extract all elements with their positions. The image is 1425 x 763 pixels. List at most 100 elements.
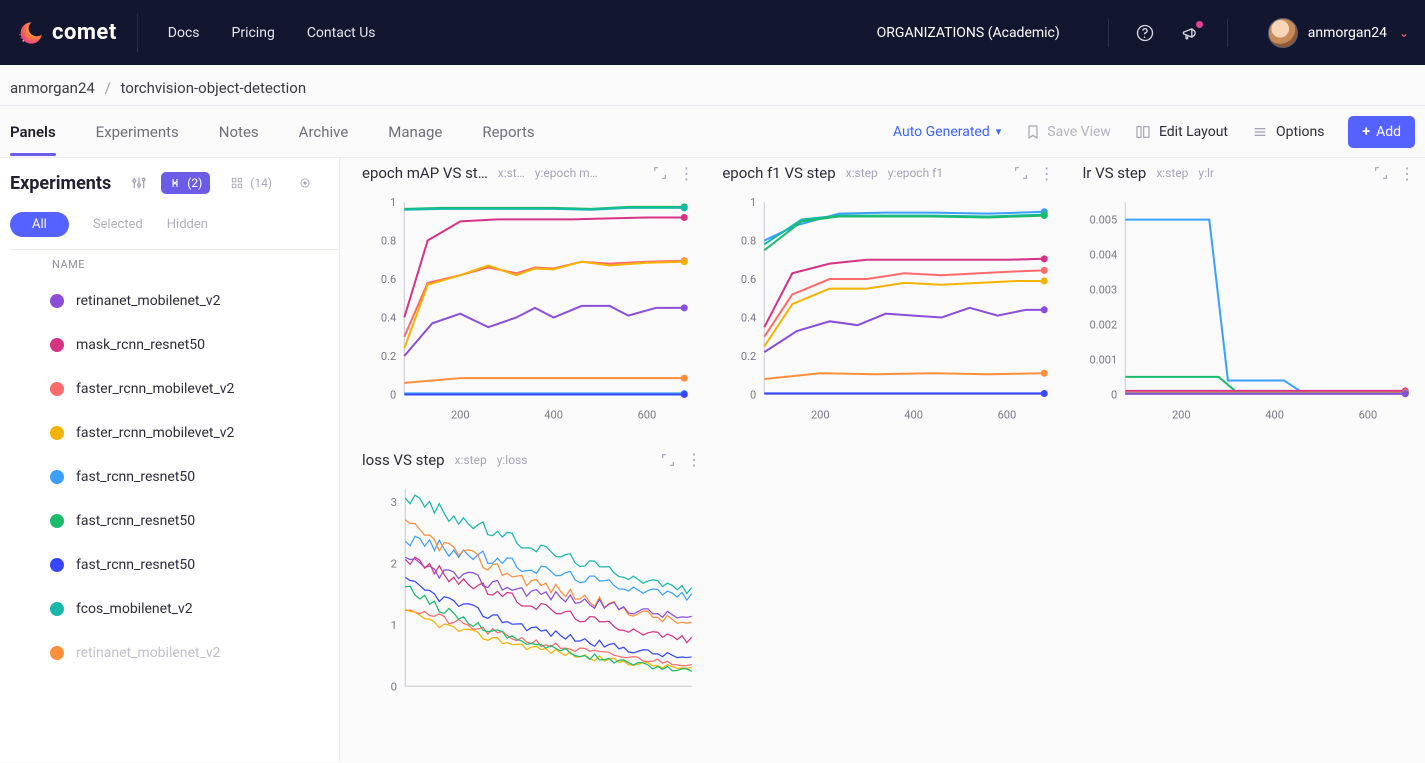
panel-loss: loss VS step x:step y:loss ⋮ 0123: [362, 451, 702, 717]
svg-text:200: 200: [1172, 409, 1191, 422]
experiment-row[interactable]: fast_rcnn_resnet50: [10, 455, 339, 499]
svg-text:200: 200: [451, 409, 470, 422]
svg-text:0.001: 0.001: [1089, 354, 1117, 367]
logo[interactable]: comet: [16, 14, 138, 52]
experiment-row[interactable]: fast_rcnn_resnet50: [10, 499, 339, 543]
username: anmorgan24: [1308, 25, 1387, 41]
filter-hidden[interactable]: Hidden: [167, 217, 208, 232]
view-auto-generated[interactable]: Auto Generated ▾: [893, 124, 1001, 140]
more-icon[interactable]: ⋮: [1039, 165, 1055, 181]
more-icon[interactable]: ⋮: [1399, 165, 1415, 181]
color-dot-icon: [50, 514, 64, 528]
chart-loss[interactable]: 0123: [362, 475, 702, 717]
panel-xaxis-label: x:step: [846, 166, 878, 180]
panel-title: loss VS step: [362, 451, 445, 469]
main: Experiments (2) (14) All Selected Hidden…: [0, 158, 1425, 761]
panel-title: epoch f1 VS step: [722, 164, 835, 182]
experiment-row[interactable]: retinanet_mobilenet_v2: [10, 631, 339, 675]
tab-panels[interactable]: Panels: [10, 109, 56, 155]
expand-icon[interactable]: [660, 452, 676, 468]
svg-text:600: 600: [1358, 409, 1377, 422]
avatar: [1268, 18, 1298, 48]
help-icon[interactable]: [1135, 23, 1155, 43]
svg-text:0.2: 0.2: [381, 350, 396, 363]
sliders-icon[interactable]: [131, 175, 147, 191]
target-icon[interactable]: [292, 172, 318, 194]
panel-yaxis-label: y:epoch f1: [888, 166, 943, 180]
color-dot-icon: [50, 294, 64, 308]
svg-text:1: 1: [750, 196, 756, 209]
expand-icon[interactable]: [1013, 165, 1029, 181]
tab-experiments[interactable]: Experiments: [96, 109, 179, 155]
svg-text:0.6: 0.6: [741, 273, 756, 286]
experiment-row[interactable]: mask_rcnn_resnet50: [10, 323, 339, 367]
plus-icon: +: [1362, 124, 1370, 140]
crumb-user[interactable]: anmorgan24: [10, 79, 95, 97]
nav-pricing[interactable]: Pricing: [232, 25, 275, 41]
color-dot-icon: [50, 602, 64, 616]
project-tabs: Panels Experiments Notes Archive Manage …: [10, 109, 535, 155]
sidebar: Experiments (2) (14) All Selected Hidden…: [0, 158, 340, 761]
experiment-row[interactable]: faster_rcnn_mobilevet_v2: [10, 411, 339, 455]
experiment-row[interactable]: faster_rcnn_mobilevet_v2: [10, 367, 339, 411]
experiment-row[interactable]: fast_rcnn_resnet50: [10, 543, 339, 587]
crumb-project[interactable]: torchvision-object-detection: [121, 79, 307, 97]
user-menu[interactable]: anmorgan24 ⌄: [1268, 18, 1409, 48]
chevron-down-icon: ▾: [996, 125, 1002, 138]
save-view-button[interactable]: Save View: [1025, 124, 1111, 140]
svg-text:0.4: 0.4: [741, 312, 756, 325]
svg-text:0.003: 0.003: [1089, 284, 1117, 297]
svg-text:3: 3: [391, 494, 397, 508]
edit-layout-button[interactable]: Edit Layout: [1135, 124, 1228, 140]
breadcrumb: anmorgan24 / torchvision-object-detectio…: [0, 65, 1425, 106]
add-panel-button[interactable]: + Add: [1348, 116, 1415, 148]
tab-notes[interactable]: Notes: [219, 109, 259, 155]
experiment-row[interactable]: retinanet_mobilenet_v2: [10, 279, 339, 323]
options-button[interactable]: Options: [1252, 124, 1324, 140]
svg-text:0.8: 0.8: [381, 235, 396, 248]
svg-text:600: 600: [638, 409, 657, 422]
announcement-icon[interactable]: [1181, 23, 1201, 43]
svg-text:0.6: 0.6: [381, 273, 396, 286]
brand-text: comet: [52, 20, 117, 45]
svg-text:0.002: 0.002: [1089, 319, 1117, 332]
svg-text:600: 600: [998, 409, 1017, 422]
svg-text:0.005: 0.005: [1089, 214, 1117, 227]
chart-epoch-f1[interactable]: 00.20.40.60.81200400600: [722, 188, 1054, 425]
panel-epoch-map: epoch mAP VS st… x:st… y:epoch m… ⋮ 00.2…: [362, 164, 694, 425]
topbar: comet Docs Pricing Contact Us ORGANIZATI…: [0, 0, 1425, 65]
color-dot-icon: [50, 646, 64, 660]
experiment-row[interactable]: fcos_mobilenet_v2: [10, 587, 339, 631]
panels-area: epoch mAP VS st… x:st… y:epoch m… ⋮ 00.2…: [340, 158, 1425, 761]
panel-yaxis-label: y:epoch m…: [535, 166, 598, 180]
svg-text:0: 0: [750, 388, 756, 401]
panel-title: lr VS step: [1083, 164, 1147, 182]
filter-all[interactable]: All: [10, 212, 69, 237]
svg-text:400: 400: [544, 409, 563, 422]
chart-epoch-map[interactable]: 00.20.40.60.81200400600: [362, 188, 694, 425]
top-nav: Docs Pricing Contact Us: [168, 25, 376, 41]
experiment-label: faster_rcnn_mobilevet_v2: [76, 381, 234, 397]
filter-chip[interactable]: (2): [161, 172, 210, 194]
nav-docs[interactable]: Docs: [168, 25, 200, 41]
svg-text:1: 1: [390, 196, 396, 209]
experiment-label: fast_rcnn_resnet50: [76, 469, 195, 485]
color-dot-icon: [50, 426, 64, 440]
svg-text:2: 2: [391, 556, 397, 570]
grid-chip[interactable]: (14): [224, 172, 278, 194]
experiment-label: fast_rcnn_resnet50: [76, 557, 195, 573]
more-icon[interactable]: ⋮: [686, 452, 702, 468]
expand-icon[interactable]: [652, 165, 668, 181]
nav-contact[interactable]: Contact Us: [307, 25, 376, 41]
sidebar-title: Experiments: [10, 173, 111, 194]
filter-selected[interactable]: Selected: [93, 217, 143, 232]
chart-lr[interactable]: 00.0010.0020.0030.0040.005200400600: [1083, 188, 1415, 425]
experiment-label: retinanet_mobilenet_v2: [76, 293, 220, 309]
org-switcher[interactable]: ORGANIZATIONS (Academic): [877, 25, 1060, 41]
tab-reports[interactable]: Reports: [482, 109, 534, 155]
tab-archive[interactable]: Archive: [299, 109, 349, 155]
expand-icon[interactable]: [1373, 165, 1389, 181]
tab-manage[interactable]: Manage: [388, 109, 442, 155]
more-icon[interactable]: ⋮: [678, 165, 694, 181]
sidebar-header: Experiments (2) (14): [10, 166, 339, 204]
